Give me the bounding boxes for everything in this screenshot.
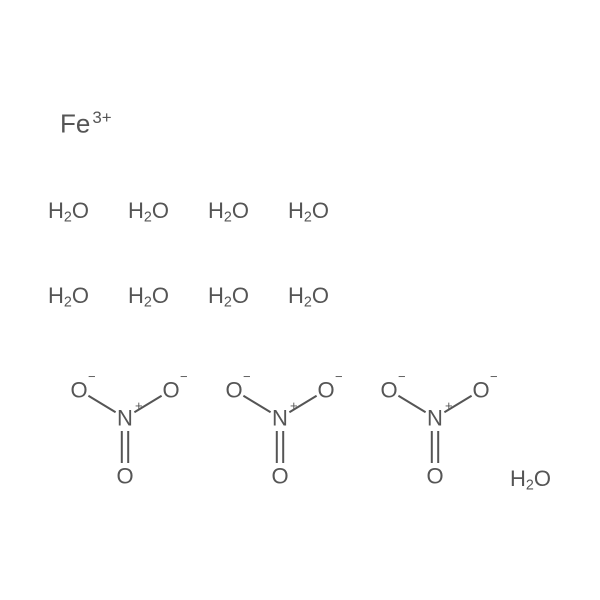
nitrate-3: N + O − O − O [360, 360, 510, 505]
svg-text:+: + [135, 398, 143, 413]
svg-text:O: O [472, 378, 489, 403]
svg-text:O: O [380, 378, 397, 403]
nitrate-1: N + O − O − O [50, 360, 200, 505]
svg-text:O: O [225, 378, 242, 403]
water-6: H2O [128, 285, 169, 310]
svg-text:N: N [117, 406, 133, 431]
iron-charge: 3+ [92, 108, 111, 127]
svg-text:O: O [70, 378, 87, 403]
svg-text:O: O [162, 378, 179, 403]
svg-text:N: N [272, 406, 288, 431]
svg-text:O: O [317, 378, 334, 403]
svg-text:O: O [271, 464, 288, 489]
svg-text:−: − [490, 369, 498, 384]
svg-text:−: − [180, 369, 188, 384]
water-8: H2O [288, 285, 329, 310]
nitrate-2: N + O − O − O [205, 360, 355, 505]
svg-text:O: O [426, 464, 443, 489]
canvas: Fe3+ H2O H2O H2O H2O H2O H2O H2O H2O H2O… [0, 0, 600, 600]
water-2: H2O [128, 200, 169, 225]
svg-text:−: − [243, 369, 251, 384]
water-5: H2O [48, 285, 89, 310]
svg-text:O: O [116, 464, 133, 489]
svg-text:−: − [398, 369, 406, 384]
svg-text:−: − [335, 369, 343, 384]
water-9: H2O [510, 468, 551, 493]
iron-cation: Fe3+ [60, 110, 112, 136]
water-1: H2O [48, 200, 89, 225]
svg-text:+: + [290, 398, 298, 413]
svg-text:−: − [88, 369, 96, 384]
iron-symbol: Fe [60, 108, 90, 138]
svg-text:N: N [427, 406, 443, 431]
water-7: H2O [208, 285, 249, 310]
svg-text:+: + [445, 398, 453, 413]
water-4: H2O [288, 200, 329, 225]
water-3: H2O [208, 200, 249, 225]
